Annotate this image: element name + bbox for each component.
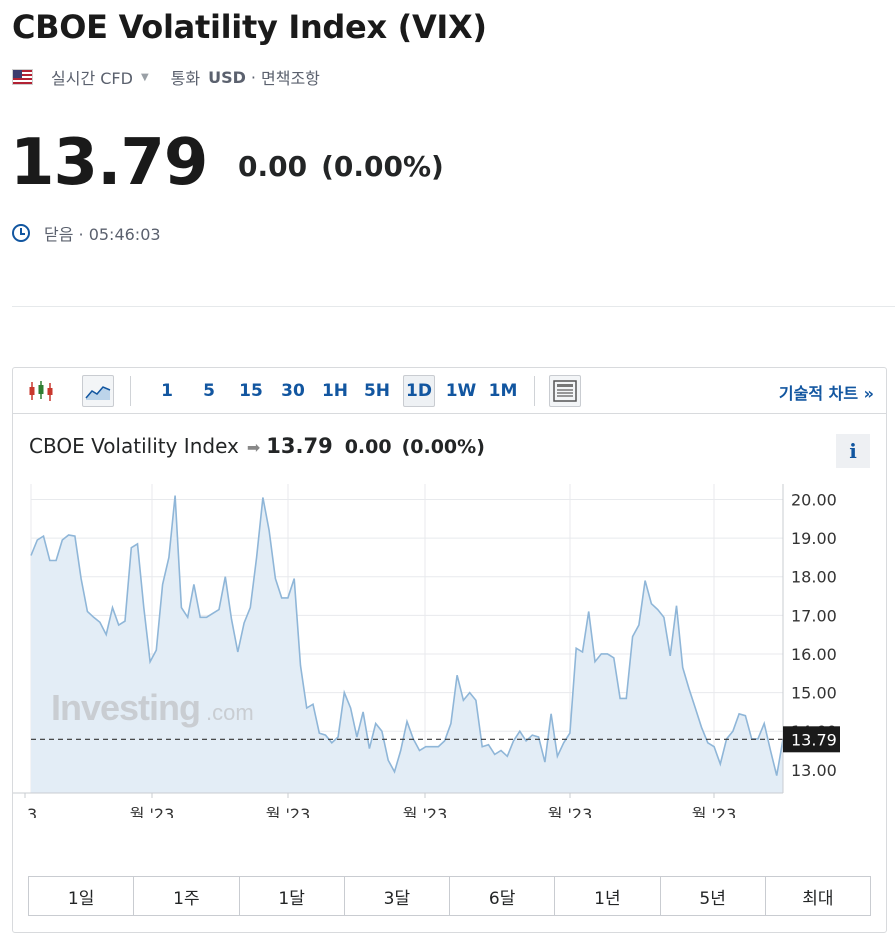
series-line <box>30 495 784 776</box>
y-tick-label: 17.00 <box>791 606 837 625</box>
change-percent: (0.00%) <box>321 150 444 183</box>
legend-name: CBOE Volatility Index <box>29 434 239 458</box>
current-value-badge <box>783 726 840 753</box>
legend-change-percent: (0.00%) <box>401 436 485 458</box>
info-icon[interactable]: i <box>836 434 870 468</box>
y-tick-label: 19.00 <box>791 529 837 548</box>
interval-1w-button[interactable]: 1W <box>445 381 477 401</box>
interval-selector: 1 5 15 30 1H 5H 1D 1W 1M <box>146 375 524 407</box>
range-button[interactable]: 1일 <box>29 877 135 915</box>
watermark-suffix: .com <box>206 700 254 725</box>
currency-label: 통화 <box>170 69 201 88</box>
page-title: CBOE Volatility Index (VIX) <box>12 8 487 46</box>
range-button[interactable]: 1달 <box>240 877 345 915</box>
change-value: 0.00 <box>238 150 308 183</box>
clock-icon <box>12 224 30 242</box>
interval-1d-button[interactable]: 1D <box>403 375 435 407</box>
interval-1h-button[interactable]: 1H <box>321 381 349 401</box>
chart-widget: 1 5 15 30 1H 5H 1D 1W 1M 기술적 차트 » CBOE Volatilit… <box>12 367 887 933</box>
x-tick-label: 월 '23 <box>692 805 737 818</box>
currency-value: USD <box>208 67 246 87</box>
last-price: 13.79 <box>10 126 208 200</box>
range-button[interactable]: 5년 <box>661 877 766 915</box>
chart-legend: CBOE Volatility Index ➡ 13.79 0.00 (0.00… <box>29 434 485 458</box>
separator: · <box>250 67 256 87</box>
x-tick-label: 월 '23 <box>548 805 593 818</box>
interval-1m-button[interactable]: 1M <box>488 381 518 401</box>
interval-15-button[interactable]: 15 <box>239 381 263 401</box>
range-button[interactable]: 1주 <box>134 877 240 915</box>
toolbar-divider <box>130 376 131 406</box>
arrow-right-icon: ➡ <box>246 438 261 457</box>
legend-price: 13.79 <box>266 434 333 458</box>
y-tick-label: 15.00 <box>791 684 837 703</box>
area-chart-icon[interactable] <box>82 375 114 407</box>
technical-chart-link[interactable]: 기술적 차트 » <box>778 384 874 403</box>
interval-5h-button[interactable]: 5H <box>363 381 391 401</box>
status-text: 닫음 · 05:46:03 <box>44 225 161 244</box>
section-divider <box>12 306 895 307</box>
x-tick-label: 3 <box>27 805 37 818</box>
current-value-label: 13.79 <box>791 730 837 749</box>
chevron-down-icon[interactable]: ▼ <box>140 71 149 83</box>
price-change: 0.00 (0.00%) <box>238 150 444 183</box>
y-tick-label: 16.00 <box>791 645 837 664</box>
range-button[interactable]: 6달 <box>450 877 556 915</box>
y-tick-label: 20.00 <box>791 490 837 509</box>
us-flag-icon <box>12 69 33 85</box>
candlestick-icon[interactable] <box>25 375 57 407</box>
price-chart[interactable]: Investing .com 20.00 19.00 18.00 17.00 16.00 15… <box>13 478 886 818</box>
chart-toolbar: 1 5 15 30 1H 5H 1D 1W 1M 기술적 차트 » <box>13 368 886 414</box>
market-status: 닫음 · 05:46:03 <box>12 221 161 245</box>
range-button[interactable]: 최대 <box>802 888 834 909</box>
range-button[interactable]: 1년 <box>555 877 661 915</box>
time-range-selector: 1일 1주 1달 3달 6달 1년 5년 최대 <box>28 876 871 916</box>
market-type[interactable]: 실시간 CFD <box>51 69 133 88</box>
range-button[interactable]: 3달 <box>345 877 450 915</box>
area-fill <box>31 495 783 793</box>
interval-1-button[interactable]: 1 <box>161 381 173 401</box>
y-tick-label: 13.00 <box>791 761 837 780</box>
x-tick-label: 월 '23 <box>130 805 175 818</box>
interval-5-button[interactable]: 5 <box>203 381 215 401</box>
interval-30-button[interactable]: 30 <box>281 381 305 401</box>
x-tick-label: 월 '23 <box>403 805 448 818</box>
toolbar-divider <box>534 376 535 406</box>
disclaimer-link[interactable]: 면책조항 <box>261 69 320 88</box>
x-tick-label: 월 '23 <box>266 805 311 818</box>
y-tick-label: 18.00 <box>791 568 837 587</box>
watermark-brand: Investing <box>51 687 200 728</box>
quote-meta: 실시간 CFD ▼ 통화 USD · 면책조항 <box>12 64 320 90</box>
news-icon[interactable] <box>549 375 581 407</box>
legend-change: 0.00 <box>344 436 392 458</box>
